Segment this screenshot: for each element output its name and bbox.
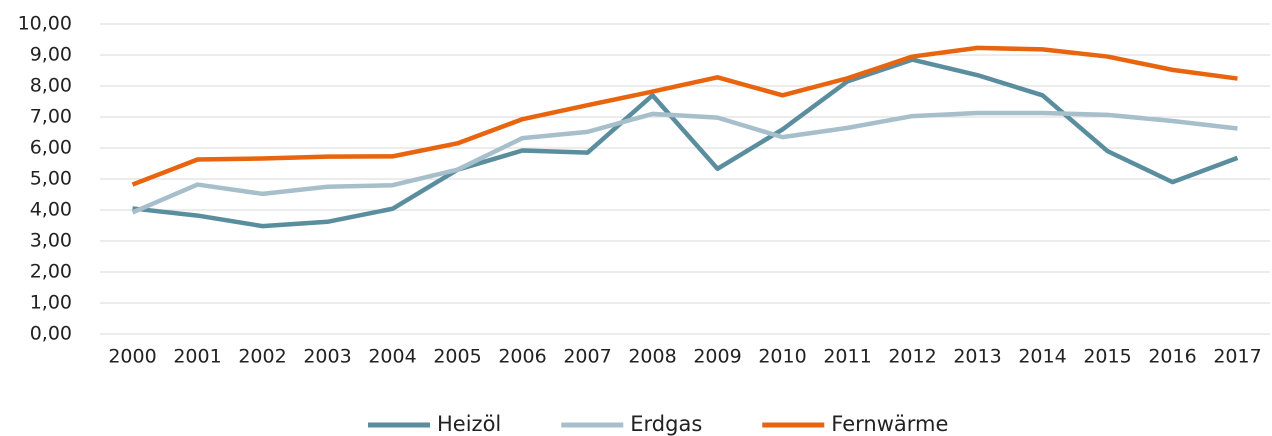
y-tick-label: 10,00 bbox=[18, 13, 72, 35]
y-tick-label: 4,00 bbox=[30, 199, 72, 221]
x-tick-label: 2001 bbox=[173, 346, 221, 368]
x-tick-label: 2015 bbox=[1083, 346, 1131, 368]
x-tick-label: 2014 bbox=[1018, 346, 1066, 368]
x-tick-label: 2000 bbox=[108, 346, 156, 368]
y-tick-label: 0,00 bbox=[30, 323, 72, 345]
x-tick-label: 2010 bbox=[758, 346, 806, 368]
y-tick-label: 9,00 bbox=[30, 44, 72, 66]
y-tick-label: 5,00 bbox=[30, 168, 72, 190]
x-tick-label: 2009 bbox=[693, 346, 741, 368]
x-tick-label: 2017 bbox=[1213, 346, 1261, 368]
y-tick-label: 2,00 bbox=[30, 261, 72, 283]
x-tick-label: 2012 bbox=[888, 346, 936, 368]
y-tick-label: 7,00 bbox=[30, 106, 72, 128]
line-series bbox=[131, 45, 1238, 187]
x-tick-label: 2005 bbox=[433, 346, 481, 368]
x-tick-label: 2008 bbox=[628, 346, 676, 368]
x-tick-label: 2013 bbox=[953, 346, 1001, 368]
legend-label: Fernwärme bbox=[831, 412, 948, 436]
legend-label: Erdgas bbox=[630, 412, 702, 436]
x-tick-label: 2004 bbox=[368, 346, 416, 368]
y-tick-label: 6,00 bbox=[30, 137, 72, 159]
x-tick-label: 2002 bbox=[238, 346, 286, 368]
line-series bbox=[132, 57, 1239, 229]
x-tick-label: 2003 bbox=[303, 346, 351, 368]
x-tick-label: 2006 bbox=[498, 346, 546, 368]
y-tick-label: 1,00 bbox=[30, 292, 72, 314]
y-tick-label: 3,00 bbox=[30, 230, 72, 252]
y-tick-label: 8,00 bbox=[30, 75, 72, 97]
x-tick-label: 2016 bbox=[1148, 346, 1196, 368]
legend-label: Heizöl bbox=[437, 412, 501, 436]
x-tick-label: 2011 bbox=[823, 346, 871, 368]
line-series bbox=[131, 110, 1238, 215]
x-tick-label: 2007 bbox=[563, 346, 611, 368]
